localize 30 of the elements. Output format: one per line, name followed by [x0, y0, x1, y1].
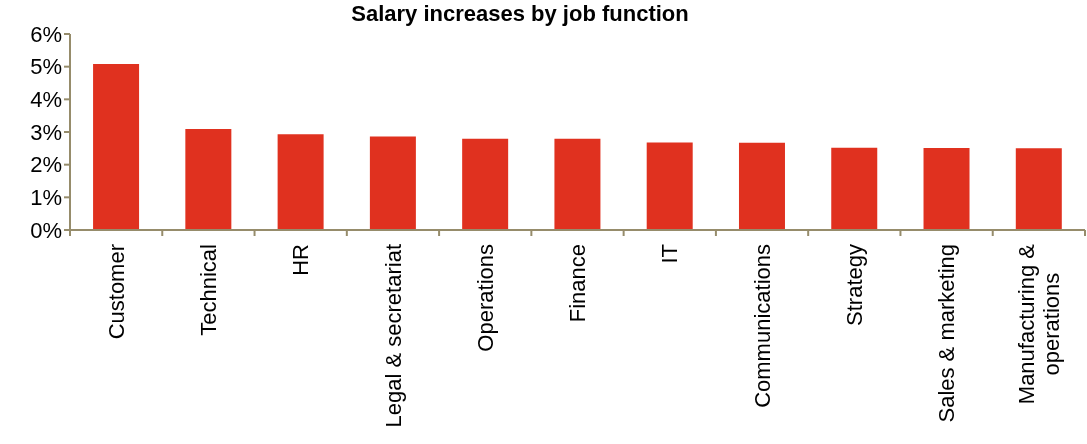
y-tick-label: 3% [30, 119, 62, 145]
x-tick-label: Finance [565, 244, 591, 323]
bar [93, 64, 140, 230]
y-tick-label: 1% [30, 185, 62, 211]
y-tick-label: 6% [30, 21, 62, 47]
x-tick-label: HR [288, 244, 314, 276]
x-tick-label: Strategy [842, 244, 868, 326]
bar [646, 142, 693, 230]
bar [738, 142, 785, 230]
bar [462, 138, 509, 230]
x-tick-label: Operations [472, 244, 498, 352]
bar [831, 147, 878, 230]
chart-title: Salary increases by job function [351, 1, 689, 26]
x-tick-label: Sales & marketing [934, 244, 960, 423]
x-tick-label: Manufacturing & operations [1014, 243, 1064, 405]
x-tick-label: Technical [196, 244, 222, 336]
x-tick-label: IT [657, 244, 683, 264]
y-tick-label: 5% [30, 54, 62, 80]
x-tick-label: Customer [103, 244, 129, 340]
x-tick-label: Communications [749, 244, 775, 408]
bar [369, 136, 416, 230]
bar [1015, 148, 1062, 230]
y-tick-label: 0% [30, 217, 62, 243]
y-tick-label: 4% [30, 87, 62, 113]
x-tick-label: Legal & secretariat [380, 244, 406, 428]
y-tick-label: 2% [30, 152, 62, 178]
bar [185, 129, 232, 230]
bar [923, 148, 970, 230]
bar [277, 134, 324, 230]
bar [554, 138, 601, 230]
